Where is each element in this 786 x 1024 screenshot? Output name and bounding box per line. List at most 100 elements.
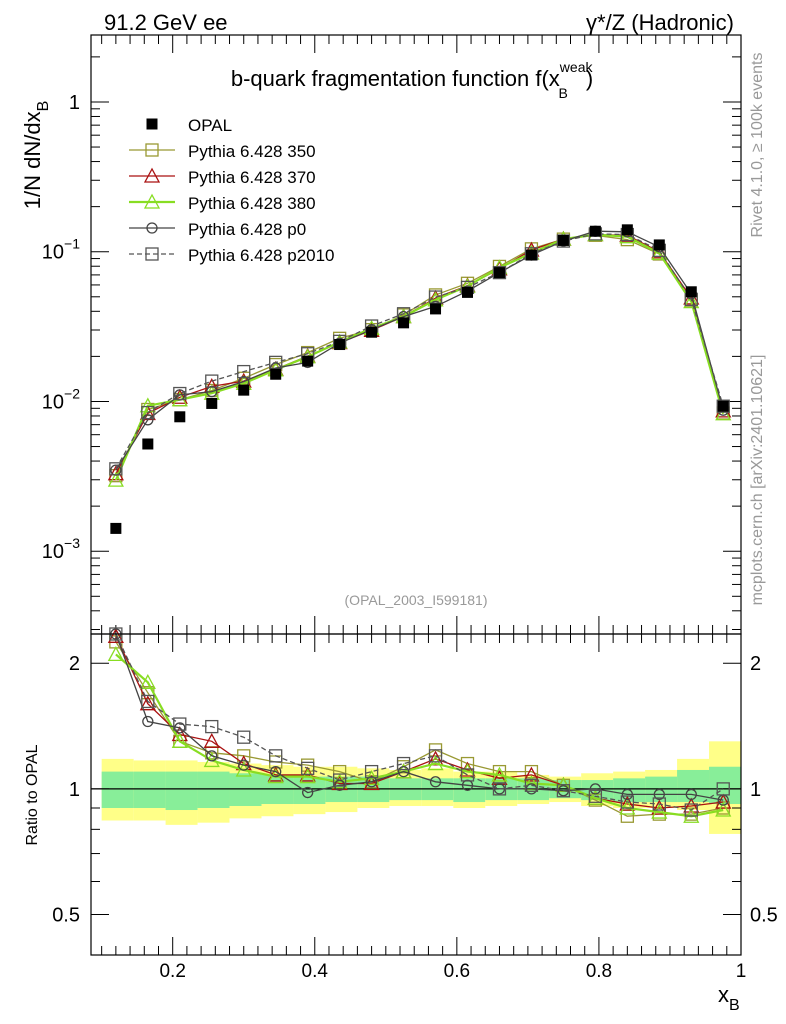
mc-marker-ratio xyxy=(621,788,633,801)
main-panel-data xyxy=(110,224,729,534)
data-point xyxy=(493,267,505,279)
process-symbol: γ*/Z xyxy=(586,10,625,35)
mc-marker-ratio xyxy=(556,784,571,798)
mc-marker-ratio xyxy=(139,695,156,711)
process-label: γ*/Z (Hadronic) xyxy=(586,10,734,35)
x-tick-label: 1 xyxy=(736,961,747,982)
mc-marker-ratio xyxy=(141,694,155,709)
data-point xyxy=(717,400,729,412)
data-point xyxy=(110,522,122,534)
mc-marker-ratio xyxy=(395,763,412,779)
mc-marker-ratio xyxy=(587,789,604,805)
band-inner-bin xyxy=(101,771,134,808)
analysis-id: (OPAL_2003_I599181) xyxy=(345,592,488,608)
mc-marker-ratio xyxy=(237,730,251,744)
mc-marker-ratio xyxy=(299,768,316,784)
mc-marker-ratio xyxy=(427,755,444,771)
mc-marker-ratio xyxy=(429,776,442,788)
mc-marker-ratio xyxy=(107,627,124,643)
mc-marker-ratio xyxy=(619,795,636,811)
main-panel: 110−110−210−3 b-quark fragmentation func… xyxy=(20,34,742,635)
data-point xyxy=(525,249,537,261)
ratio-panel-ticks: 0.2 0.4 0.6 0.8 1 2 2 1 1 0.5 0.5 xyxy=(52,634,778,982)
mc-marker-ratio xyxy=(715,793,732,809)
y-tick-label-top: 1 xyxy=(69,92,80,114)
mc-line-top xyxy=(115,230,724,471)
mc-marker-top xyxy=(428,290,443,304)
mc-marker-ratio xyxy=(684,803,698,817)
mc-marker-top xyxy=(107,471,124,487)
mc-marker-top xyxy=(173,386,187,401)
data-point xyxy=(270,368,282,380)
data-point xyxy=(142,438,154,450)
mc-marker-ratio xyxy=(206,750,218,762)
mc-marker-ratio xyxy=(203,732,220,748)
data-point xyxy=(557,234,569,246)
mc-marker-ratio xyxy=(523,766,540,782)
legend-label: Pythia 6.428 370 xyxy=(188,168,316,187)
mcplots-note: mcplots.cern.ch [arXiv:2401.10621] xyxy=(749,355,766,606)
mc-marker-ratio xyxy=(653,788,665,801)
y-tick-label-ratio: 2 xyxy=(69,653,80,675)
ratio-panel: 0.2 0.4 0.6 0.8 1 2 2 1 1 0.5 0.5 Ratio to OPAL xB xyxy=(24,627,778,1014)
y-tick-label-ratio: 1 xyxy=(69,779,80,801)
mc-marker-top xyxy=(716,399,730,413)
mc-line-top xyxy=(115,233,724,475)
legend-marker-data xyxy=(146,118,158,130)
ratio-panel-frame xyxy=(90,633,742,956)
y-tick-label-exp: −1 xyxy=(64,236,80,252)
mc-marker-ratio xyxy=(652,797,666,811)
mc-marker-ratio xyxy=(270,765,282,778)
x-tick-label: 0.6 xyxy=(444,961,470,982)
ratio-panel-series xyxy=(107,627,732,823)
x-tick-label: 0.8 xyxy=(586,961,612,982)
mc-marker-ratio xyxy=(651,799,668,815)
band-inner-bin xyxy=(197,771,230,808)
mc-marker-ratio xyxy=(651,803,668,819)
data-point xyxy=(334,339,346,351)
legend-marker xyxy=(143,167,161,183)
mc-marker-ratio xyxy=(142,715,154,728)
mc-marker-ratio xyxy=(525,783,538,795)
legend-label: Pythia 6.428 350 xyxy=(188,142,316,161)
y-tick-label-base: 1 xyxy=(69,92,80,114)
y-axis-label-top: 1/N dN/dxB xyxy=(20,101,52,210)
data-point xyxy=(685,286,697,298)
y-tick-label-base: 10 xyxy=(42,541,64,563)
mc-marker-top xyxy=(205,374,219,388)
mc-marker-ratio xyxy=(492,782,507,796)
mc-marker-ratio xyxy=(491,766,508,782)
mc-marker-ratio xyxy=(173,717,187,731)
legend-marker xyxy=(145,143,159,157)
mc-marker-ratio xyxy=(267,768,284,784)
data-point xyxy=(589,225,601,237)
mc-marker-ratio xyxy=(588,789,603,803)
x-tick-label: 0.4 xyxy=(302,961,329,982)
mc-marker-ratio xyxy=(269,749,283,763)
y-tick-label-base: 10 xyxy=(42,242,64,264)
data-point xyxy=(398,317,410,329)
main-panel-series xyxy=(107,225,732,487)
data-point xyxy=(621,224,633,236)
mc-marker-top xyxy=(142,414,154,426)
y-tick-label-base: 10 xyxy=(42,391,64,413)
legend: OPAL Pythia 6.428 350 Pythia 6.428 370 Pyth… xyxy=(129,116,335,265)
y-tick-label-top: 10−1 xyxy=(42,236,80,264)
band-inner-bin xyxy=(165,771,198,811)
mc-marker-ratio xyxy=(205,719,219,734)
mc-marker-top xyxy=(269,355,283,370)
mc-marker-ratio xyxy=(363,775,380,791)
mc-marker-top xyxy=(171,388,188,404)
mc-marker-ratio xyxy=(428,749,443,763)
y-tick-label-ratio: 0.5 xyxy=(52,905,80,927)
mc-marker-ratio xyxy=(139,673,156,689)
mc-marker-ratio xyxy=(396,756,411,771)
mc-marker-ratio xyxy=(301,761,315,775)
data-point xyxy=(206,397,218,409)
main-panel-ticks: 110−110−210−3 xyxy=(42,35,742,634)
rivet-version-note: Rivet 4.1.0, ≥ 100k events xyxy=(749,53,766,238)
plot-title: b-quark fragmentation function f(xweak B) xyxy=(231,59,594,101)
mc-marker-ratio xyxy=(715,801,732,817)
mc-marker-ratio xyxy=(397,765,410,778)
